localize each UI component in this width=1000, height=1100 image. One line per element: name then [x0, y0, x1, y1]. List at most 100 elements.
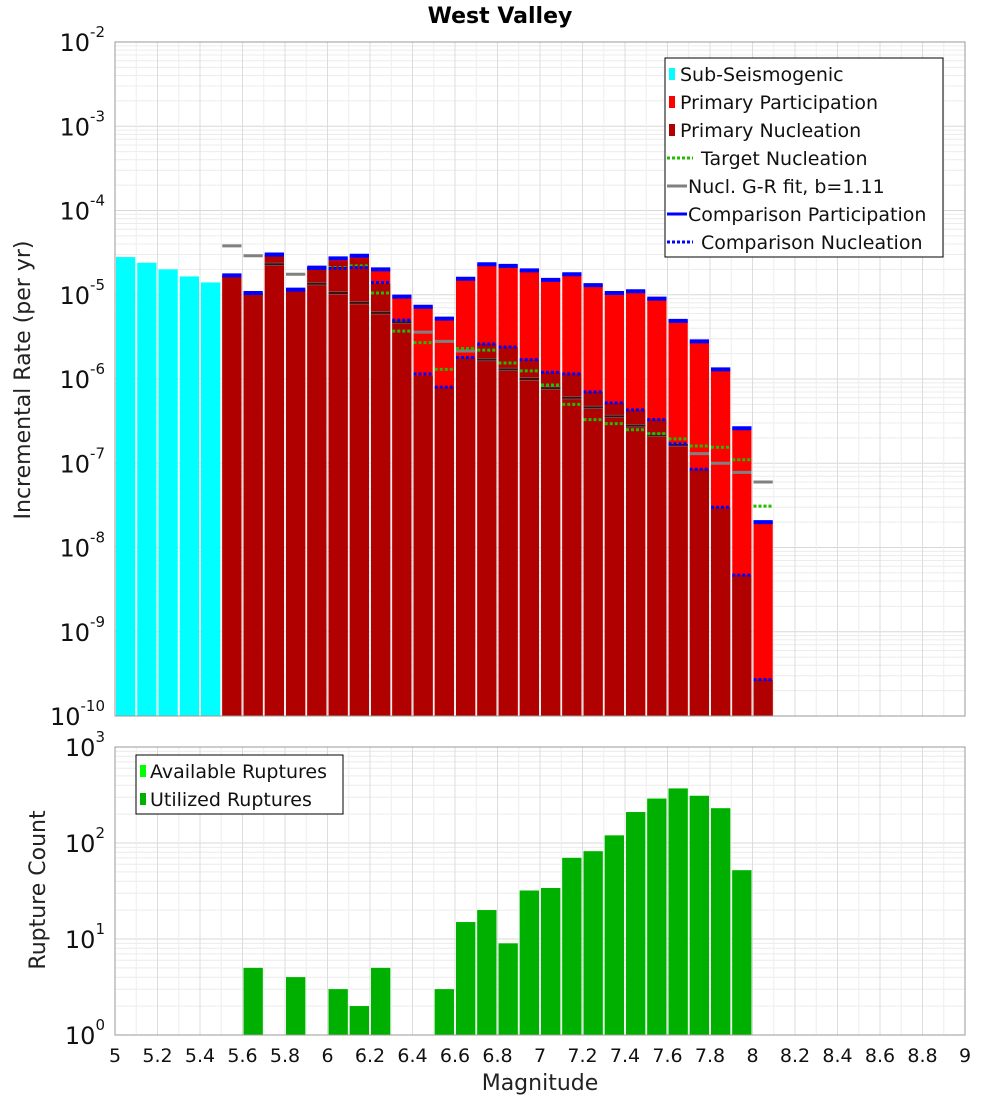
- x-tick-label: 7.6: [652, 1045, 682, 1067]
- primary-participation-bar: [753, 522, 773, 716]
- top-y-tick-label: 10-8: [59, 529, 105, 563]
- utilized-ruptures-bar: [434, 989, 454, 1035]
- sub-seismogenic-bar: [201, 282, 221, 716]
- x-tick-label: 6: [321, 1045, 333, 1067]
- x-tick-label: 5.6: [227, 1045, 257, 1067]
- utilized-ruptures-bar: [541, 887, 561, 1035]
- utilized-ruptures-bar: [711, 808, 731, 1035]
- top-legend-label: Comparison Nucleation: [701, 232, 923, 254]
- x-axis-label: Magnitude: [482, 1071, 599, 1096]
- primary-nucleation-bar: [222, 275, 242, 716]
- x-tick-label: 6.2: [355, 1045, 385, 1067]
- top-y-tick-label: 10-4: [59, 192, 105, 226]
- primary-nucleation-bar: [562, 373, 582, 716]
- x-tick-label: 5.8: [270, 1045, 300, 1067]
- x-tick-label: 7.2: [567, 1045, 597, 1067]
- primary-nucleation-bar: [328, 261, 348, 716]
- utilized-ruptures-bar: [668, 788, 688, 1035]
- bottom-y-tick-label: 102: [65, 824, 105, 858]
- primary-nucleation-bar: [413, 375, 433, 716]
- top-y-axis-label: Incremental Rate (per yr): [11, 241, 36, 520]
- top-y-tick-label: 10-7: [59, 444, 105, 478]
- primary-nucleation-bar: [689, 469, 709, 716]
- top-y-tick-label: 10-5: [59, 276, 105, 310]
- primary-nucleation-bar: [434, 387, 454, 716]
- top-y-tick-label: 10-6: [59, 360, 105, 394]
- top-legend-label: Comparison Participation: [688, 204, 926, 226]
- utilized-ruptures-bar: [498, 943, 518, 1035]
- primary-nucleation-bar: [541, 372, 561, 716]
- bottom-y-tick-label: 103: [65, 728, 105, 762]
- x-tick-label: 8.6: [865, 1045, 895, 1067]
- x-tick-label: 5.4: [185, 1045, 215, 1067]
- primary-nucleation-bar: [753, 679, 773, 716]
- primary-nucleation-bar: [286, 289, 306, 716]
- primary-nucleation-bar: [456, 357, 476, 716]
- bottom-plot-border: [114, 746, 966, 1036]
- primary-nucleation-bar: [349, 258, 369, 716]
- x-tick-label: 5: [109, 1045, 121, 1067]
- primary-nucleation-bar: [498, 346, 518, 716]
- utilized-ruptures-bar: [328, 989, 348, 1035]
- primary-nucleation-bar: [477, 344, 497, 716]
- x-tick-label: 7.4: [610, 1045, 640, 1067]
- bottom-legend-label: Available Ruptures: [150, 761, 327, 783]
- primary-nucleation-bar: [307, 267, 327, 716]
- bottom-legend-swatch: [140, 765, 146, 777]
- utilized-ruptures-bar: [371, 967, 391, 1035]
- top-plot-area: 10-10 10-9 10-8 10-7 10-6 10-5 10-4 10-3 10-2 Sub…: [50, 23, 966, 731]
- x-tick-label: 8: [746, 1045, 758, 1067]
- top-y-tick-label: 10-3: [59, 107, 105, 141]
- x-tick-label: 7.8: [695, 1045, 725, 1067]
- utilized-ruptures-bar: [626, 812, 646, 1035]
- utilized-ruptures-bar: [604, 835, 624, 1035]
- primary-nucleation-bar: [264, 254, 284, 716]
- top-y-tick-label: 10-9: [59, 613, 105, 647]
- primary-nucleation-bar: [392, 320, 412, 716]
- sub-seismogenic-bar: [116, 257, 136, 716]
- sub-seismogenic-bar: [137, 262, 157, 716]
- top-plot-border: [114, 41, 966, 717]
- primary-nucleation-bar: [243, 292, 263, 716]
- primary-nucleation-bar: [647, 419, 667, 716]
- top-legend-swatch: [669, 68, 675, 80]
- sub-seismogenic-bar: [158, 269, 178, 716]
- x-tick-label: 8.2: [780, 1045, 810, 1067]
- top-legend-swatch: [669, 96, 675, 108]
- x-tick-label: 5.2: [142, 1045, 172, 1067]
- top-y-tick-label: 10-10: [50, 697, 105, 731]
- x-tick-label: 6.8: [482, 1045, 512, 1067]
- x-tick-label: 6.4: [397, 1045, 427, 1067]
- bottom-legend-label: Utilized Ruptures: [150, 789, 312, 811]
- primary-nucleation-bar: [626, 409, 646, 716]
- utilized-ruptures-bar: [583, 851, 603, 1035]
- primary-nucleation-bar: [732, 575, 752, 716]
- bottom-y-axis-label: Rupture Count: [26, 810, 51, 970]
- top-legend-label: Target Nucleation: [700, 148, 868, 170]
- utilized-ruptures-bar: [689, 795, 709, 1035]
- primary-nucleation-bar: [711, 507, 731, 716]
- x-tick-label: 8.4: [822, 1045, 852, 1067]
- bottom-legend-swatch: [140, 793, 146, 805]
- utilized-ruptures-bar: [647, 798, 667, 1035]
- utilized-ruptures-bar: [349, 1006, 369, 1035]
- top-legend-label: Primary Nucleation: [680, 120, 861, 142]
- top-legend-box: [664, 57, 944, 258]
- utilized-ruptures-bar: [562, 857, 582, 1035]
- top-legend-label: Primary Participation: [680, 92, 878, 114]
- primary-nucleation-bar: [371, 283, 391, 716]
- utilized-ruptures-bar: [243, 967, 263, 1035]
- primary-nucleation-bar: [668, 443, 688, 716]
- chart-title: West Valley: [428, 4, 573, 29]
- x-tick-label: 7: [534, 1045, 546, 1067]
- top-y-tick-label: 10-2: [59, 23, 105, 57]
- top-legend-label: Nucl. G-R fit, b=1.11: [688, 176, 885, 198]
- bottom-y-tick-label: 100: [65, 1016, 105, 1050]
- utilized-ruptures-bar: [519, 890, 539, 1035]
- utilized-ruptures-bar: [477, 910, 497, 1035]
- x-tick-label: 9: [959, 1045, 971, 1067]
- sub-seismogenic-bar: [179, 276, 199, 716]
- x-tick-label: 6.6: [440, 1045, 470, 1067]
